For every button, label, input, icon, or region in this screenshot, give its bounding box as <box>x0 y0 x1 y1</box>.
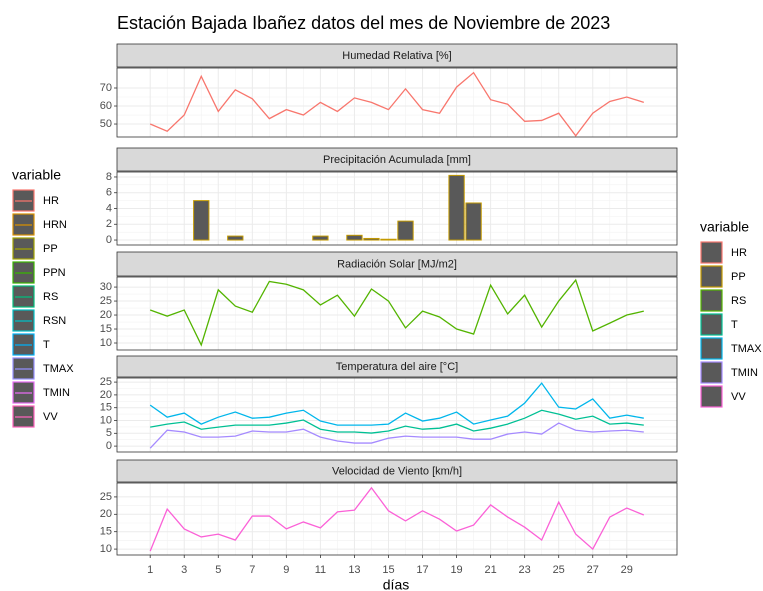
legend-label: TMIN <box>43 387 70 399</box>
y-tick-label: 6 <box>106 187 112 199</box>
x-tick-label: 1 <box>147 564 153 576</box>
strip-title: Temperatura del aire [°C] <box>336 361 458 373</box>
x-tick-label: 21 <box>484 564 496 576</box>
legend-key <box>700 265 723 288</box>
legend-key <box>700 241 723 264</box>
legend-label: PP <box>731 271 746 283</box>
y-tick-label: 10 <box>100 337 112 349</box>
panel-border <box>116 377 678 453</box>
bar <box>380 238 397 241</box>
x-axis-label: días <box>383 577 409 591</box>
x-tick-label: 23 <box>519 564 531 576</box>
y-tick-label: 10 <box>100 414 112 426</box>
strip <box>116 43 678 68</box>
panel <box>117 483 677 555</box>
y-tick-label: 0 <box>106 234 112 246</box>
legend-label: HR <box>731 247 747 259</box>
legend-label: T <box>43 339 50 351</box>
legend-title: variable <box>12 167 61 183</box>
legend-label: TMIN <box>731 367 758 379</box>
legend-label: RS <box>43 291 58 303</box>
strip <box>116 147 678 172</box>
legend-title: variable <box>700 219 749 235</box>
y-tick-label: 10 <box>100 543 112 555</box>
bar <box>465 202 482 241</box>
legend-label: HRN <box>43 219 67 231</box>
panel-border <box>116 276 678 351</box>
legend-label: PPN <box>43 267 66 279</box>
strip <box>116 251 678 277</box>
series-line <box>149 486 645 552</box>
x-tick-label: 13 <box>348 564 360 576</box>
y-tick-label: 15 <box>100 402 112 414</box>
panel-border <box>116 67 678 138</box>
legend-label: RSN <box>43 315 66 327</box>
x-tick-label: 29 <box>621 564 633 576</box>
legend-label: HR <box>43 195 59 207</box>
y-tick-label: 15 <box>100 526 112 538</box>
legend-label: TMAX <box>731 343 762 355</box>
y-tick-label: 60 <box>100 100 112 112</box>
x-tick-label: 11 <box>315 564 326 576</box>
series-line <box>149 422 644 449</box>
panel-border <box>116 482 678 556</box>
x-tick-label: 7 <box>249 564 255 576</box>
y-tick-label: 8 <box>106 171 112 183</box>
x-tick-label: 3 <box>181 564 187 576</box>
series-line <box>150 409 644 434</box>
panel-border <box>116 171 678 246</box>
legend-label: TMAX <box>43 363 74 375</box>
y-tick-label: 15 <box>100 323 112 335</box>
series-line <box>149 278 644 347</box>
y-tick-label: 50 <box>100 118 112 130</box>
legend-label: VV <box>43 411 58 423</box>
bar <box>227 235 244 241</box>
y-tick-label: 70 <box>100 82 112 94</box>
bar <box>448 174 465 241</box>
y-tick-label: 0 <box>106 440 112 452</box>
y-tick-label: 25 <box>100 376 112 388</box>
legend-key <box>700 289 723 312</box>
strip-title: Velocidad de Viento [km/h] <box>332 465 462 477</box>
y-tick-label: 20 <box>100 508 112 520</box>
bar <box>346 234 363 241</box>
x-tick-label: 25 <box>553 564 565 576</box>
x-tick-label: 9 <box>283 564 289 576</box>
bar <box>363 237 380 241</box>
strip-title: Precipitación Acumulada [mm] <box>323 154 471 166</box>
y-tick-label: 4 <box>106 202 112 214</box>
legend-key <box>700 337 723 360</box>
x-tick-label: 15 <box>382 564 394 576</box>
bar <box>193 200 210 241</box>
strip <box>116 355 678 378</box>
legend-label: T <box>731 319 738 331</box>
chart-title: Estación Bajada Ibañez datos del mes de … <box>117 13 610 33</box>
x-tick-label: 19 <box>450 564 462 576</box>
y-tick-label: 30 <box>100 281 112 293</box>
bar <box>312 235 329 241</box>
bar <box>397 220 414 241</box>
x-tick-label: 27 <box>587 564 599 576</box>
series-line <box>149 382 644 426</box>
y-tick-label: 20 <box>100 309 112 321</box>
legend-label: VV <box>731 391 746 403</box>
y-tick-label: 20 <box>100 389 112 401</box>
y-tick-label: 2 <box>106 218 112 230</box>
y-tick-label: 5 <box>106 427 112 439</box>
strip <box>116 459 678 483</box>
legend-label: RS <box>731 295 746 307</box>
x-tick-label: 17 <box>416 564 428 576</box>
strip-title: Radiación Solar [MJ/m2] <box>337 258 457 270</box>
strip-title: Humedad Relativa [%] <box>342 50 451 62</box>
series-line <box>149 71 645 137</box>
y-tick-label: 25 <box>100 295 112 307</box>
legend-key <box>700 313 723 336</box>
legend-label: PP <box>43 243 58 255</box>
legend-key <box>700 361 723 384</box>
x-tick-label: 5 <box>215 564 221 576</box>
y-tick-label: 25 <box>100 491 112 503</box>
legend-key <box>700 385 723 408</box>
